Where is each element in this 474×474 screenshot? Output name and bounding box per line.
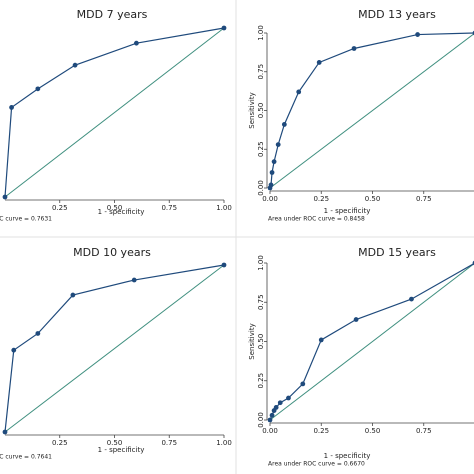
roc-point [267,417,273,423]
roc-point [2,194,8,200]
roc-point [353,317,359,322]
x-tick-label: 0.25 [313,427,329,435]
x-tick-label: 0.50 [365,195,381,203]
roc-point [221,262,227,268]
roc-point [409,296,414,302]
x-tick-label: 0.75 [416,427,432,435]
x-tick-label: 0.25 [52,439,68,447]
x-axis-label: 1 - specificity [98,208,145,216]
roc-point [273,405,279,410]
reference-line [269,33,474,189]
x-axis-label: 1 - specificity [324,207,371,215]
y-tick-label: 1.00 [257,25,265,41]
auc-note: Area under ROC curve = 0.7641 [0,454,52,461]
roc-point [351,46,357,51]
roc-curve [4,27,225,198]
x-tick-label: 0.25 [313,195,329,203]
x-tick-label: 0.75 [161,439,177,447]
panel-title: MDD 10 years [73,246,151,259]
roc-point [221,25,227,31]
roc-point [35,86,41,92]
roc-point [271,159,277,165]
roc-point [277,400,283,406]
roc-point [318,337,324,343]
roc-point [134,40,139,46]
reference-line [4,27,225,198]
y-tick-label: 1.00 [257,255,265,271]
y-axis-label: Sensitivity [248,323,256,359]
x-tick-label: 0.00 [262,427,278,435]
auc-note: Area under ROC curve = 0.7631 [0,216,52,223]
panel-title: MDD 7 years [77,8,148,21]
y-tick-label: 0.25 [257,373,265,389]
panel-title: MDD 13 years [358,8,436,21]
y-axis-label: Sensitivity [248,92,256,128]
roc-point [35,331,41,336]
roc-point [275,142,281,148]
y-tick-label: 0.50 [257,103,265,119]
x-tick-label: 0.25 [52,204,68,212]
auc-note: Area under ROC curve = 0.6670 [268,461,365,468]
x-tick-label: 0.00 [262,195,278,203]
y-tick-label: 0.00 [257,180,265,196]
roc-point [415,32,420,37]
y-tick-label: 0.50 [257,334,265,350]
x-axis-label: 1 - specificity [98,446,145,454]
x-tick-label: 1.00 [216,439,232,447]
roc-point [72,62,78,68]
x-tick-label: 0.50 [365,427,381,435]
y-tick-label: 0.75 [257,64,265,80]
roc-point [286,395,291,401]
reference-line [4,264,225,433]
x-axis-label: 1 - specificity [324,452,371,460]
y-tick-label: 0.75 [257,294,265,310]
y-tick-label: 0.00 [257,412,265,428]
roc-point [268,182,274,188]
roc-point [70,292,76,298]
x-tick-label: 0.75 [416,195,432,203]
roc-point [300,381,306,387]
x-tick-label: 0.50 [107,204,123,212]
roc-point [131,277,137,283]
roc-point [281,122,287,127]
roc-point [316,60,322,65]
roc-point [296,89,302,95]
x-tick-label: 0.50 [107,439,123,447]
y-tick-label: 0.25 [257,141,265,157]
x-tick-label: 1.00 [216,204,232,212]
panel-title: MDD 15 years [358,246,436,259]
x-tick-label: 0.75 [161,204,177,212]
roc-point [269,170,275,175]
auc-note: Area under ROC curve = 0.8458 [268,216,365,223]
roc-curve [4,264,225,433]
roc-point [11,347,17,353]
roc-point [269,412,275,418]
roc-point [9,105,14,110]
reference-line [269,263,474,421]
roc-point [2,429,8,435]
